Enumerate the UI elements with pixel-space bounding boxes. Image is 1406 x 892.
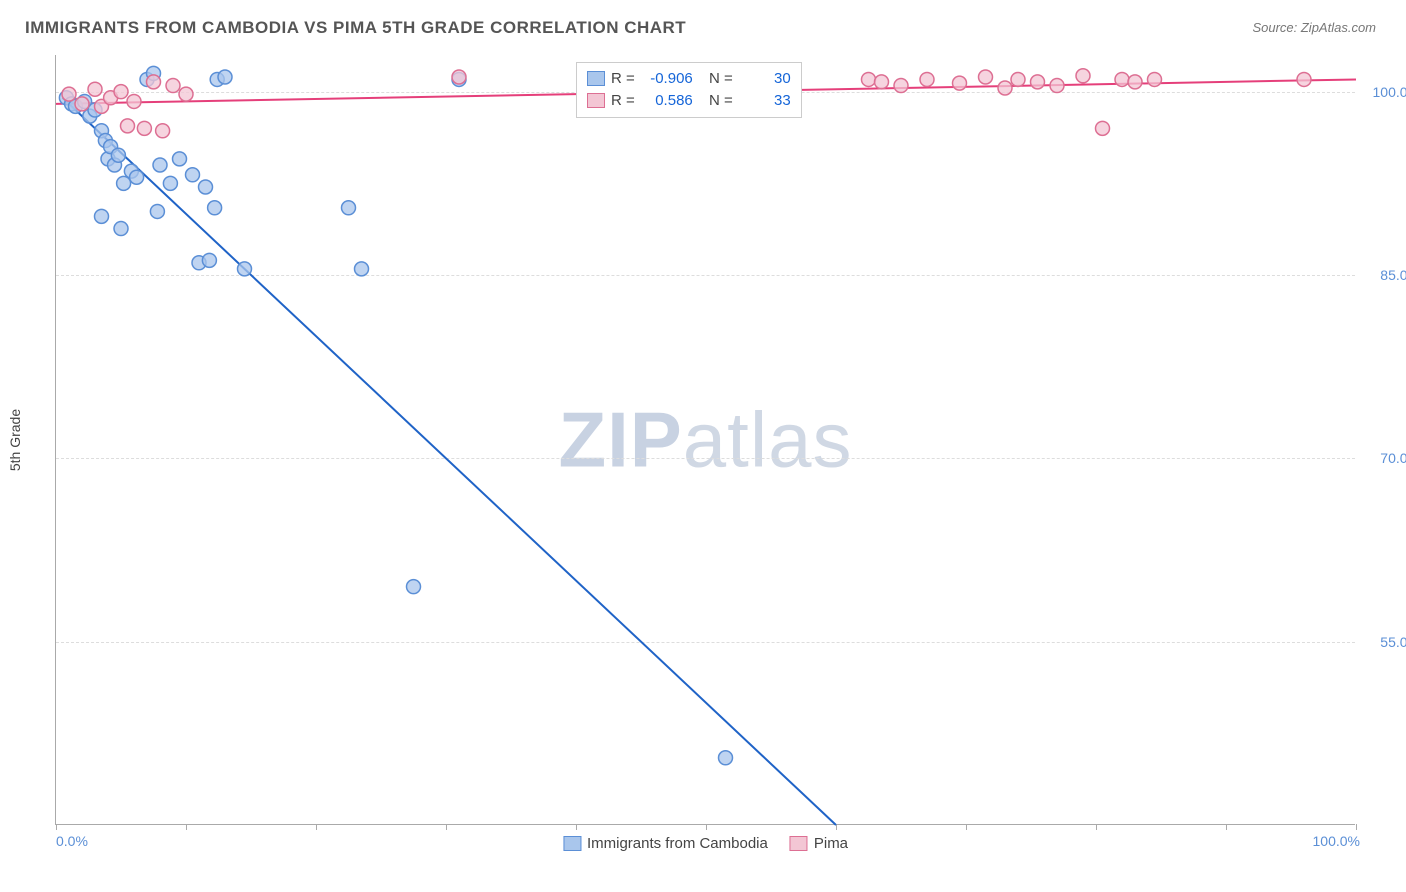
- point-cambodia: [218, 70, 232, 84]
- point-pima: [875, 75, 889, 89]
- point-pima: [1050, 79, 1064, 93]
- chart-title: IMMIGRANTS FROM CAMBODIA VS PIMA 5TH GRA…: [25, 18, 686, 38]
- plot-area: ZIPatlas 55.0%70.0%85.0%100.0% R = -0.90…: [55, 55, 1355, 825]
- point-pima: [127, 94, 141, 108]
- x-tick: [1096, 824, 1097, 830]
- y-tick-label: 85.0%: [1365, 267, 1406, 283]
- point-pima: [920, 72, 934, 86]
- n-value-pima: 33: [739, 92, 791, 109]
- point-pima: [147, 75, 161, 89]
- point-pima: [1297, 72, 1311, 86]
- point-pima: [1148, 72, 1162, 86]
- point-pima: [114, 85, 128, 99]
- point-cambodia: [173, 152, 187, 166]
- point-pima: [894, 79, 908, 93]
- x-tick-min: 0.0%: [56, 833, 88, 849]
- point-pima: [156, 124, 170, 138]
- legend-item-pima: Pima: [790, 835, 848, 852]
- point-cambodia: [719, 751, 733, 765]
- point-pima: [1031, 75, 1045, 89]
- r-label: R =: [611, 92, 635, 109]
- point-pima: [62, 87, 76, 101]
- swatch-cambodia: [563, 836, 581, 851]
- swatch-pima: [587, 93, 605, 108]
- point-pima: [1128, 75, 1142, 89]
- y-axis-label: 5th Grade: [7, 409, 23, 471]
- swatch-pima: [790, 836, 808, 851]
- point-cambodia: [111, 148, 125, 162]
- x-tick: [316, 824, 317, 830]
- legend-label-cambodia: Immigrants from Cambodia: [587, 835, 768, 852]
- point-pima: [166, 79, 180, 93]
- point-pima: [75, 97, 89, 111]
- r-value-pima: 0.586: [641, 92, 693, 109]
- x-tick-max: 100.0%: [1313, 833, 1360, 849]
- point-cambodia: [114, 222, 128, 236]
- x-tick: [1356, 824, 1357, 830]
- x-tick: [836, 824, 837, 830]
- source-label: Source: ZipAtlas.com: [1252, 20, 1376, 35]
- n-label: N =: [709, 92, 733, 109]
- point-cambodia: [202, 253, 216, 267]
- point-pima: [998, 81, 1012, 95]
- point-cambodia: [407, 580, 421, 594]
- n-value-cambodia: 30: [739, 70, 791, 87]
- stats-legend: R = -0.906 N = 30 R = 0.586 N = 33: [576, 62, 802, 118]
- swatch-cambodia: [587, 71, 605, 86]
- point-cambodia: [150, 204, 164, 218]
- point-cambodia: [163, 176, 177, 190]
- series-legend: Immigrants from Cambodia Pima: [563, 835, 848, 852]
- stats-row-cambodia: R = -0.906 N = 30: [587, 67, 791, 89]
- point-pima: [862, 72, 876, 86]
- x-tick: [1226, 824, 1227, 830]
- n-label: N =: [709, 70, 733, 87]
- point-pima: [979, 70, 993, 84]
- point-cambodia: [95, 209, 109, 223]
- x-tick: [446, 824, 447, 830]
- point-cambodia: [130, 170, 144, 184]
- x-tick: [576, 824, 577, 830]
- trend-line-cambodia: [63, 98, 837, 825]
- point-pima: [179, 87, 193, 101]
- stats-row-pima: R = 0.586 N = 33: [587, 89, 791, 111]
- x-tick: [706, 824, 707, 830]
- point-cambodia: [186, 168, 200, 182]
- point-cambodia: [153, 158, 167, 172]
- point-pima: [137, 121, 151, 135]
- x-tick: [186, 824, 187, 830]
- r-value-cambodia: -0.906: [641, 70, 693, 87]
- point-cambodia: [199, 180, 213, 194]
- point-pima: [1011, 72, 1025, 86]
- r-label: R =: [611, 70, 635, 87]
- point-pima: [121, 119, 135, 133]
- point-pima: [88, 82, 102, 96]
- x-tick: [966, 824, 967, 830]
- scatter-svg: [56, 55, 1355, 824]
- point-cambodia: [355, 262, 369, 276]
- legend-label-pima: Pima: [814, 835, 848, 852]
- y-tick-label: 70.0%: [1365, 450, 1406, 466]
- point-pima: [953, 76, 967, 90]
- y-tick-label: 100.0%: [1365, 84, 1406, 100]
- point-cambodia: [117, 176, 131, 190]
- point-pima: [1076, 69, 1090, 83]
- x-tick: [56, 824, 57, 830]
- legend-item-cambodia: Immigrants from Cambodia: [563, 835, 768, 852]
- point-pima: [1115, 72, 1129, 86]
- point-cambodia: [342, 201, 356, 215]
- y-tick-label: 55.0%: [1365, 634, 1406, 650]
- point-cambodia: [238, 262, 252, 276]
- point-pima: [1096, 121, 1110, 135]
- point-cambodia: [208, 201, 222, 215]
- point-pima: [452, 70, 466, 84]
